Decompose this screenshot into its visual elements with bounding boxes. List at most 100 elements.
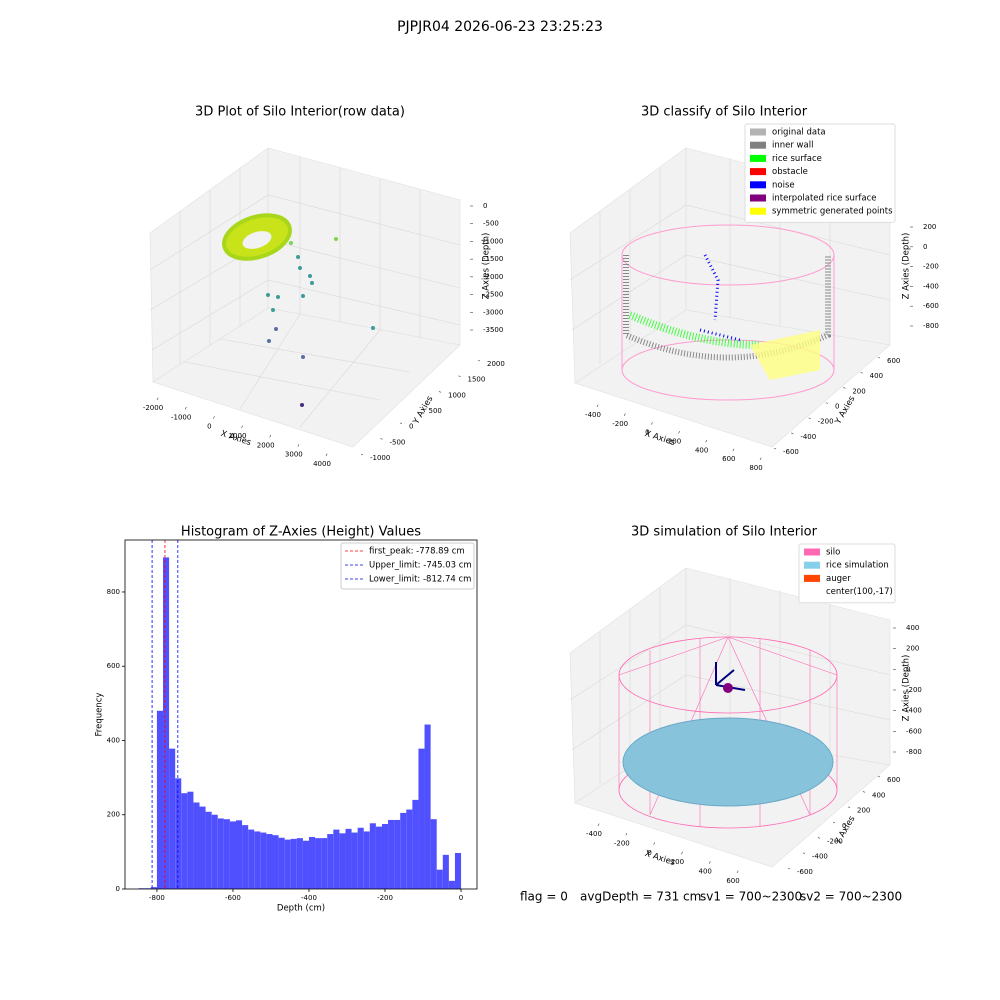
x-axis-label: X Axies <box>643 429 676 448</box>
x-tick <box>651 422 653 425</box>
y-tick-label: 400 <box>872 791 885 799</box>
legend-label: silo <box>826 548 840 558</box>
legend-box <box>798 543 896 604</box>
bar <box>381 824 389 889</box>
y-tick <box>773 447 777 450</box>
y-tick-label: 200 <box>852 387 865 395</box>
x-tick-label: -200 <box>377 894 393 902</box>
x-tick <box>184 406 187 410</box>
x-tick-label: -400 <box>585 411 601 419</box>
y-tick <box>817 837 821 839</box>
y-tick-label: 600 <box>887 357 900 365</box>
y-tick-label: -600 <box>783 448 799 456</box>
y-tick <box>877 356 881 359</box>
y-axis-label: Y Axies <box>833 814 858 847</box>
bar <box>369 823 376 889</box>
y-tick-label: 800 <box>107 588 120 596</box>
x-tick-label: 3000 <box>285 451 303 459</box>
z-tick-label: -600 <box>906 727 922 735</box>
y-tick <box>847 806 851 808</box>
x-tick <box>297 444 300 447</box>
y-tick <box>787 867 791 870</box>
bar <box>163 557 170 889</box>
bar <box>223 819 230 889</box>
figure-title: PJPJR04 2026-06-23 23:25:23 <box>397 19 603 35</box>
x-tick-label: 0 <box>459 894 463 902</box>
y-tick <box>419 406 422 409</box>
x-tick <box>736 870 739 874</box>
x-tick-label: 2000 <box>257 441 275 449</box>
bar <box>272 835 279 889</box>
y-tick <box>877 775 881 778</box>
z-tick-label: -3500 <box>483 326 503 334</box>
y-tick-label: 400 <box>107 736 120 744</box>
legend-swatch <box>804 561 820 569</box>
bar <box>454 852 462 889</box>
legend-box <box>340 542 475 590</box>
x-tick-label: -2000 <box>143 404 163 412</box>
bar <box>199 806 206 889</box>
bar <box>187 791 194 889</box>
y-tick-label: 0 <box>842 822 846 830</box>
z-tick-label: -2000 <box>483 273 503 281</box>
z-tick-label: -2500 <box>483 291 503 299</box>
y-tick <box>802 852 806 854</box>
y-tick-label: 500 <box>429 407 442 415</box>
x-tick-label: -800 <box>149 894 165 902</box>
z-tick-label: -600 <box>923 302 939 310</box>
y-tick <box>832 821 836 824</box>
bar <box>217 818 224 889</box>
bar <box>412 799 419 889</box>
legend-swatch <box>804 574 820 582</box>
bar <box>150 887 157 889</box>
bar <box>302 840 309 889</box>
z-tick-label: -400 <box>906 707 922 715</box>
x-tick <box>705 439 708 443</box>
y-tick <box>477 359 481 362</box>
bar <box>424 724 431 889</box>
legend-swatch <box>750 181 766 189</box>
y-tick-label: 200 <box>107 811 120 819</box>
z-axis-label: Z Axies (Depth) <box>482 233 492 300</box>
bar <box>400 812 407 889</box>
y-tick-label: 0 <box>409 423 413 431</box>
bar <box>321 838 328 889</box>
z-axis-label: Z Axies (Depth) <box>902 233 912 300</box>
x-tick <box>678 430 680 434</box>
x-tick-label: 600 <box>722 455 735 463</box>
x-tick-label: -1000 <box>171 413 191 421</box>
axes-3d-2 <box>569 147 891 448</box>
note: sv2 = 700~2300 <box>800 890 902 904</box>
x-axis-label: X Axies <box>643 849 676 868</box>
y-tick-label: -200 <box>818 418 834 426</box>
z-tick-label: -1500 <box>483 255 503 263</box>
z-tick-label: 200 <box>923 223 936 231</box>
bar <box>229 821 236 889</box>
legend-label: center(100,-17) <box>826 587 893 597</box>
bar <box>266 834 273 889</box>
bar <box>248 829 255 889</box>
bar <box>339 833 346 889</box>
x-tick-label: -600 <box>225 894 241 902</box>
legend-label: first_peak: -778.89 cm <box>369 547 465 557</box>
bar <box>388 819 395 889</box>
axes-3d-1 <box>149 147 461 448</box>
x-tick-label: 1000 <box>229 432 247 440</box>
x-tick <box>325 453 328 457</box>
legend-swatch <box>804 548 820 556</box>
y-tick-label: -400 <box>812 853 828 861</box>
bar <box>394 819 401 889</box>
z-tick-label: -1000 <box>483 237 503 245</box>
y-tick-label: 600 <box>887 776 900 784</box>
legend-swatch <box>750 141 766 149</box>
legend-swatch <box>750 207 766 215</box>
x-tick <box>681 851 683 855</box>
z-axis-label: Z Axies (Depth) <box>902 655 912 722</box>
bar <box>169 748 176 889</box>
x-tick-label: 800 <box>749 464 762 472</box>
y-tick-label: 0 <box>116 885 120 893</box>
note: avgDepth = 731 cm <box>580 890 701 904</box>
x-tick-label: 0 <box>647 849 651 857</box>
z-tick-label: -800 <box>923 322 939 330</box>
y-tick <box>380 438 383 440</box>
